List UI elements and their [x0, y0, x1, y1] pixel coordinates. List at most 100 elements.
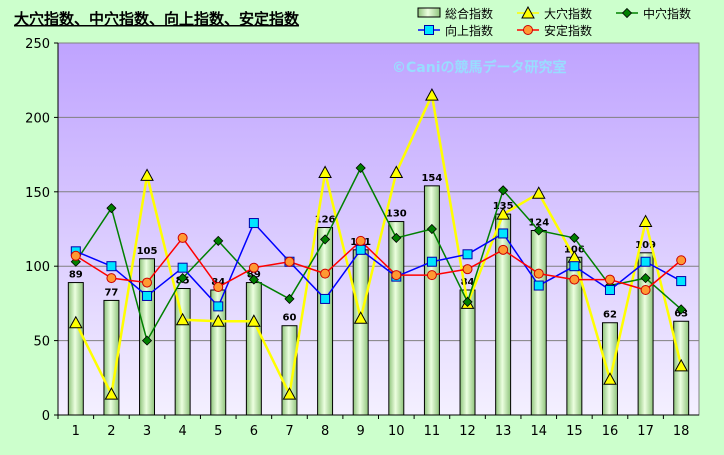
watermark: ©Caniの競馬データ研究室	[392, 59, 567, 76]
bar-value-label: 154	[421, 173, 442, 184]
legend-item-中穴指数: 中穴指数	[616, 6, 691, 21]
data-point-向上指数	[569, 261, 580, 272]
data-point-中穴指数	[355, 162, 366, 174]
x-tick-label: 9	[357, 424, 365, 439]
bar-value-label: 126	[315, 215, 336, 226]
data-point-安定指数	[523, 25, 533, 35]
data-point-安定指数	[142, 277, 153, 288]
bar-value-label: 105	[137, 246, 158, 257]
data-point-大穴指数	[389, 165, 404, 178]
x-tick-label: 14	[530, 424, 547, 439]
legend-item-大穴指数: 大穴指数	[517, 5, 592, 21]
bar-value-label: 62	[603, 310, 617, 321]
chart-title: 大穴指数、中穴指数、向上指数、安定指数	[14, 10, 300, 28]
data-point-安定指数	[498, 244, 509, 255]
x-tick-label: 2	[107, 424, 115, 439]
x-tick-label: 18	[673, 424, 690, 439]
y-tick-label: 100	[25, 260, 50, 275]
y-tick-label: 250	[25, 37, 50, 52]
bar-総合指数	[601, 322, 618, 416]
data-point-向上指数	[462, 249, 473, 260]
data-point-中穴指数	[640, 273, 651, 284]
bar-value-label: 106	[564, 244, 585, 255]
data-point-中穴指数	[621, 7, 633, 19]
bar-総合指数	[423, 185, 440, 416]
bar-value-label: 109	[635, 240, 656, 251]
bar-総合指数	[495, 213, 512, 416]
data-point-安定指数	[70, 250, 81, 261]
data-point-中穴指数	[676, 304, 687, 315]
bar-総合指数	[637, 252, 654, 416]
data-point-向上指数	[248, 218, 259, 229]
series-line-安定指数	[75, 237, 682, 291]
x-axis: 1 2 3 4 5 6 7 8 9 10 11 12 13 14 15 16 17 18	[57, 414, 699, 439]
y-tick-label: 50	[33, 335, 50, 350]
legend-label: 総合指数	[445, 6, 493, 21]
data-point-安定指数	[426, 270, 437, 281]
data-point-安定指数	[676, 255, 687, 266]
data-point-安定指数	[391, 270, 402, 281]
data-point-向上指数	[177, 262, 188, 273]
x-tick-label: 12	[459, 424, 476, 439]
data-point-大穴指数	[318, 165, 332, 178]
series-line-向上指数	[75, 222, 682, 308]
x-tick-label: 17	[637, 424, 654, 439]
bar-総合指数	[174, 288, 191, 416]
data-point-大穴指数	[104, 387, 119, 400]
data-point-大穴指数	[353, 311, 368, 324]
data-point-中穴指数	[569, 232, 580, 243]
data-point-大穴指数	[247, 314, 261, 327]
bar-value-label: 84	[461, 277, 475, 288]
bar-総合指数	[281, 325, 298, 416]
data-point-大穴指数	[674, 358, 689, 372]
data-point-向上指数	[498, 228, 509, 239]
legend-label: 安定指数	[544, 23, 592, 38]
data-point-大穴指数	[531, 186, 546, 199]
bar-value-label: 124	[528, 217, 549, 228]
data-point-安定指数	[320, 268, 331, 279]
series-line-中穴指数	[75, 167, 682, 342]
x-tick-label: 5	[214, 424, 222, 439]
data-point-安定指数	[177, 232, 188, 243]
x-tick-label: 11	[424, 424, 441, 439]
bar-総合指数	[388, 221, 405, 416]
line-series	[68, 88, 689, 400]
data-point-安定指数	[640, 285, 651, 296]
data-point-向上指数	[426, 256, 437, 267]
data-point-大穴指数	[425, 88, 439, 101]
x-tick-label: 13	[495, 424, 512, 439]
x-tick-label: 7	[285, 424, 293, 439]
y-tick-label: 150	[25, 186, 50, 201]
x-tick-label: 8	[321, 424, 329, 439]
data-point-大穴指数	[211, 314, 226, 327]
data-point-向上指数	[533, 280, 544, 291]
legend-label: 中穴指数	[643, 6, 691, 21]
data-point-安定指数	[604, 274, 615, 285]
bar-総合指数	[67, 282, 84, 416]
data-point-向上指数	[213, 301, 224, 312]
legend-label: 向上指数	[445, 23, 493, 38]
bar-総合指数	[317, 227, 334, 416]
data-point-中穴指数	[106, 203, 117, 214]
data-point-中穴指数	[498, 185, 509, 196]
data-point-向上指数	[676, 276, 687, 287]
x-tick-label: 3	[143, 424, 151, 439]
data-point-安定指数	[284, 256, 295, 267]
data-point-大穴指数	[68, 315, 83, 329]
bar-総合指数	[245, 282, 262, 416]
y-tick-label: 200	[25, 111, 50, 126]
bar-総合指数	[459, 289, 476, 416]
data-point-中穴指数	[213, 235, 224, 246]
data-point-大穴指数	[282, 387, 297, 400]
data-point-中穴指数	[284, 293, 295, 305]
data-point-安定指数	[106, 273, 117, 284]
x-tick-label: 4	[178, 424, 186, 439]
legend-swatch	[417, 7, 441, 18]
x-tick-label: 6	[250, 424, 258, 439]
bar-value-label: 89	[69, 270, 83, 281]
data-point-安定指数	[213, 282, 224, 293]
x-tick-label: 15	[566, 424, 583, 439]
data-point-大穴指数	[140, 168, 154, 181]
